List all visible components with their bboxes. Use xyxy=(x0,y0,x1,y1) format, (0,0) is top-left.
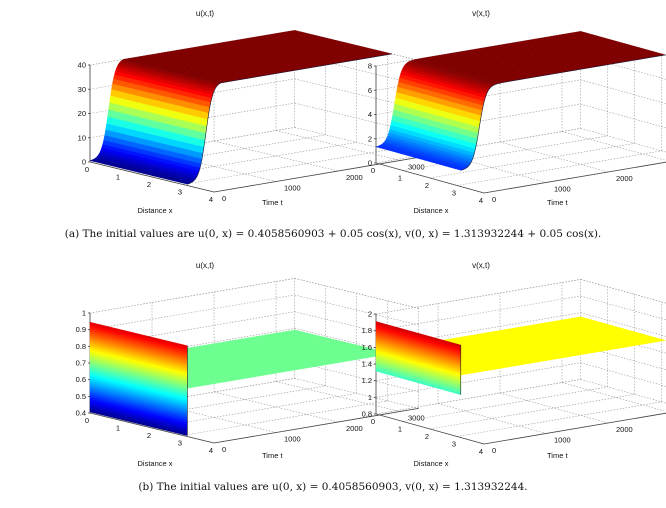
z-tick-label: 40 xyxy=(78,61,86,70)
t-axis-label: Time t xyxy=(547,451,568,460)
t-tick-label: 3000 xyxy=(408,163,425,172)
z-tick-label: 0.8 xyxy=(362,410,372,419)
x-tick-label: 1 xyxy=(398,174,402,183)
t-tick-label: 0 xyxy=(492,446,496,455)
x-tick-label: 1 xyxy=(116,173,120,182)
z-tick-label: 0.7 xyxy=(76,359,86,368)
t-tick-label: 2000 xyxy=(616,425,633,434)
surface-edge xyxy=(187,53,392,185)
chart-title: v(x,t) xyxy=(472,9,490,18)
z-tick-label: 0.6 xyxy=(76,375,86,384)
x-tick-label: 4 xyxy=(209,195,213,204)
x-tick-label: 0 xyxy=(371,417,375,426)
caption-b: (b) The initial values are u(0, x) = 0.4… xyxy=(138,481,528,493)
t-axis-label: Time t xyxy=(262,198,283,207)
x-tick-label: 3 xyxy=(178,439,182,448)
z-tick-label: 10 xyxy=(78,133,86,142)
z-tick-label: 1 xyxy=(82,309,86,318)
x-tick-label: 0 xyxy=(85,416,89,425)
z-tick-label: 0.5 xyxy=(76,392,86,401)
z-tick-label: 2 xyxy=(368,310,372,319)
z-tick-label: 0 xyxy=(368,159,372,168)
z-tick-label: 20 xyxy=(78,109,86,118)
z-tick-label: 1.8 xyxy=(362,326,372,335)
z-tick-label: 1 xyxy=(368,393,372,402)
z-tick-label: 0.4 xyxy=(76,409,86,418)
t-tick-label: 0 xyxy=(492,195,496,204)
z-tick-label: 2 xyxy=(368,134,372,143)
z-tick-label: 1.2 xyxy=(362,376,372,385)
x-tick-label: 3 xyxy=(452,440,456,449)
z-tick-label: 1.4 xyxy=(362,360,372,369)
chart-title: u(x,t) xyxy=(196,9,215,18)
z-tick-label: 8 xyxy=(368,62,372,71)
x-tick-label: 1 xyxy=(398,425,402,434)
t-axis-label: Time t xyxy=(262,451,283,460)
z-tick-label: 0 xyxy=(82,158,86,167)
t-tick-label: 1000 xyxy=(284,184,301,193)
x-tick-label: 3 xyxy=(452,189,456,198)
t-tick-label: 2000 xyxy=(346,424,363,433)
t-tick-label: 2000 xyxy=(616,174,633,183)
z-tick-label: 0.9 xyxy=(76,325,86,334)
z-tick-label: 6 xyxy=(368,86,372,95)
x-tick-label: 4 xyxy=(209,446,213,455)
x-tick-label: 0 xyxy=(371,166,375,175)
z-tick-label: 30 xyxy=(78,85,86,94)
t-tick-label: 3000 xyxy=(408,414,425,423)
x-axis-label: Distance x xyxy=(413,459,448,468)
surface-plot-3: 0.811.21.41.61.82012340100020003000v(x,t… xyxy=(362,261,666,468)
x-tick-label: 2 xyxy=(147,180,151,189)
t-axis-label: Time t xyxy=(547,198,568,207)
chart-title: v(x,t) xyxy=(472,261,490,270)
t-tick-label: 1000 xyxy=(284,435,301,444)
x-tick-label: 4 xyxy=(479,447,483,456)
x-tick-label: 2 xyxy=(425,432,429,441)
x-tick-label: 4 xyxy=(479,196,483,205)
x-tick-label: 3 xyxy=(178,188,182,197)
x-tick-label: 0 xyxy=(85,165,89,174)
z-tick-label: 0.8 xyxy=(76,342,86,351)
chart-title: u(x,t) xyxy=(196,261,215,270)
caption-a: (a) The initial values are u(0, x) = 0.4… xyxy=(64,228,602,240)
surface-plot-1: 02468012340100020003000v(x,t)Distance xT… xyxy=(368,9,666,215)
t-tick-label: 1000 xyxy=(554,436,571,445)
x-tick-label: 2 xyxy=(425,181,429,190)
x-axis-label: Distance x xyxy=(413,206,448,215)
t-tick-label: 2000 xyxy=(346,173,363,182)
t-tick-label: 0 xyxy=(222,194,226,203)
x-axis-label: Distance x xyxy=(137,459,172,468)
z-tick-label: 4 xyxy=(368,110,372,119)
x-axis-label: Distance x xyxy=(137,206,172,215)
surface-edge xyxy=(460,54,666,171)
x-tick-label: 2 xyxy=(147,431,151,440)
t-tick-label: 1000 xyxy=(554,185,571,194)
t-tick-label: 0 xyxy=(222,445,226,454)
x-tick-label: 1 xyxy=(116,424,120,433)
z-tick-label: 1.6 xyxy=(362,343,372,352)
